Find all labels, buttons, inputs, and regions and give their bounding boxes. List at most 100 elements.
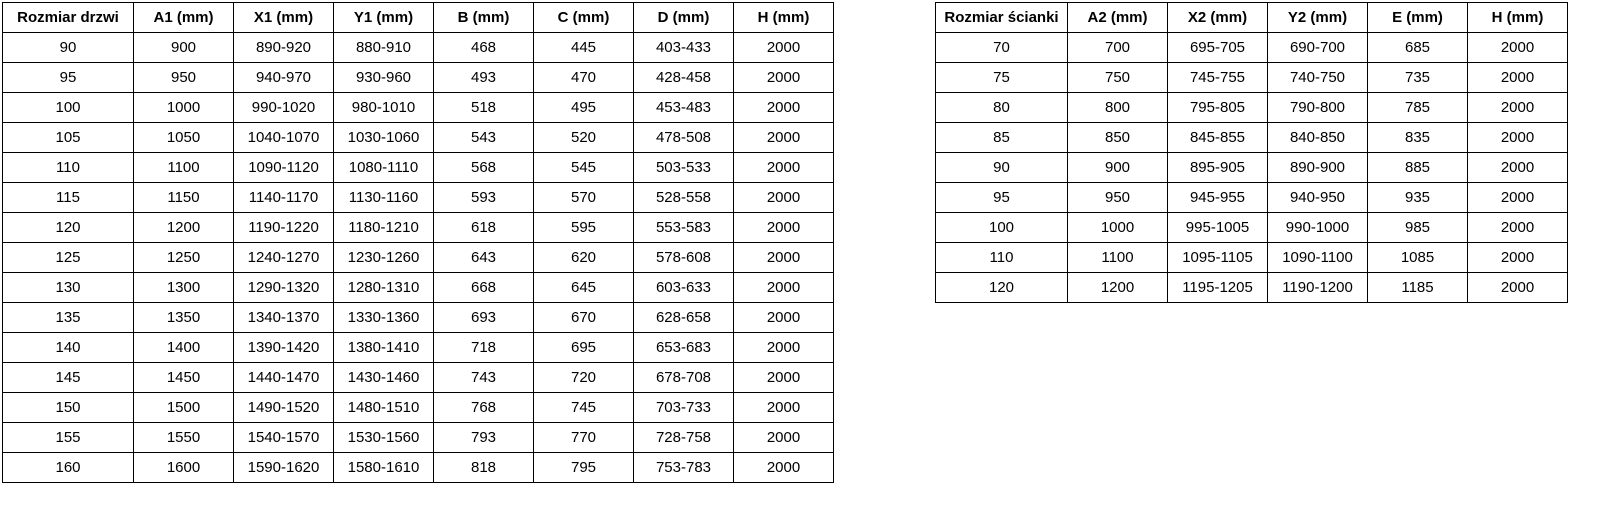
- table-cell: 835: [1367, 122, 1468, 153]
- table-cell: 980-1010: [333, 92, 434, 123]
- table-cell: 1540-1570: [233, 422, 334, 453]
- table-cell: 1050: [133, 122, 234, 153]
- table-cell: 693: [433, 302, 534, 333]
- table-row: 75 750 745-755 740-750 735 2000: [935, 62, 1568, 93]
- table-cell: 115: [2, 182, 134, 213]
- table-row: 105 1050 1040-1070 1030-1060 543 520 478-508 20…: [2, 122, 834, 153]
- table-cell: 1195-1205: [1167, 272, 1268, 303]
- table-cell: 685: [1367, 32, 1468, 63]
- table-cell: 2000: [733, 32, 834, 63]
- table-cell: 845-855: [1167, 122, 1268, 153]
- table-cell: 818: [433, 452, 534, 483]
- table-cell: 2000: [1467, 152, 1568, 183]
- table-header-cell: A1 (mm): [133, 2, 234, 33]
- table-cell: 678-708: [633, 362, 734, 393]
- table-cell: 1230-1260: [333, 242, 434, 273]
- table-cell: 890-920: [233, 32, 334, 63]
- table-row: 125 1250 1240-1270 1230-1260 643 620 578-608 20…: [2, 242, 834, 273]
- table-cell: 2000: [733, 182, 834, 213]
- table-cell: 1290-1320: [233, 272, 334, 303]
- table-cell: 2000: [733, 362, 834, 393]
- table-cell: 670: [533, 302, 634, 333]
- table-cell: 1340-1370: [233, 302, 334, 333]
- table-cell: 720: [533, 362, 634, 393]
- table-cell: 120: [935, 272, 1068, 303]
- table-header-cell: Rozmiar ścianki: [935, 2, 1068, 33]
- table-cell: 2000: [733, 122, 834, 153]
- table-cell: 1200: [133, 212, 234, 243]
- table-cell: 1250: [133, 242, 234, 273]
- table-cell: 1000: [133, 92, 234, 123]
- table-cell: 990-1000: [1267, 212, 1368, 243]
- table-cell: 1400: [133, 332, 234, 363]
- table-cell: 1000: [1067, 212, 1168, 243]
- table-cell: 445: [533, 32, 634, 63]
- table-cell: 493: [433, 62, 534, 93]
- table-cell: 1200: [1067, 272, 1168, 303]
- table-cell: 718: [433, 332, 534, 363]
- table-row: 160 1600 1590-1620 1580-1610 818 795 753-783 20…: [2, 452, 834, 483]
- table-cell: 750: [1067, 62, 1168, 93]
- table-cell: 2000: [1467, 242, 1568, 273]
- table-cell: 985: [1367, 212, 1468, 243]
- table-header-cell: X1 (mm): [233, 2, 334, 33]
- table-cell: 1330-1360: [333, 302, 434, 333]
- table-cell: 945-955: [1167, 182, 1268, 213]
- table-cell: 690-700: [1267, 32, 1368, 63]
- table-cell: 90: [2, 32, 134, 63]
- table-cell: 1490-1520: [233, 392, 334, 423]
- table-cell: 2000: [1467, 32, 1568, 63]
- table-cell: 743: [433, 362, 534, 393]
- table-row: 90 900 890-920 880-910 468 445 403-433 2000: [2, 32, 834, 63]
- table-row: 120 1200 1190-1220 1180-1210 618 595 553-583 20…: [2, 212, 834, 243]
- table-cell: 618: [433, 212, 534, 243]
- table-cell: 1100: [1067, 242, 1168, 273]
- table-header-cell: Y1 (mm): [333, 2, 434, 33]
- table-cell: 495: [533, 92, 634, 123]
- table-cell: 2000: [733, 452, 834, 483]
- table-cell: 850: [1067, 122, 1168, 153]
- table-cell: 2000: [733, 392, 834, 423]
- table-cell: 1390-1420: [233, 332, 334, 363]
- table-cell: 795: [533, 452, 634, 483]
- table-cell: 2000: [733, 332, 834, 363]
- table-row: 95 950 940-970 930-960 493 470 428-458 2000: [2, 62, 834, 93]
- table-cell: 2000: [1467, 182, 1568, 213]
- wall-panel-size-table: Rozmiar ścianki A2 (mm) X2 (mm) Y2 (mm) E (m…: [935, 2, 1568, 303]
- table-cell: 2000: [1467, 62, 1568, 93]
- table-cell: 1590-1620: [233, 452, 334, 483]
- table-row: 135 1350 1340-1370 1330-1360 693 670 628-658 20…: [2, 302, 834, 333]
- table-cell: 785: [1367, 92, 1468, 123]
- table-row: 80 800 795-805 790-800 785 2000: [935, 92, 1568, 123]
- table-cell: 795-805: [1167, 92, 1268, 123]
- table-cell: 110: [2, 152, 134, 183]
- table-cell: 930-960: [333, 62, 434, 93]
- table-cell: 428-458: [633, 62, 734, 93]
- table-cell: 1080-1110: [333, 152, 434, 183]
- table-cell: 110: [935, 242, 1068, 273]
- table-row: 110 1100 1095-1105 1090-1100 1085 2000: [935, 242, 1568, 273]
- table-cell: 568: [433, 152, 534, 183]
- table-cell: 1500: [133, 392, 234, 423]
- table-cell: 95: [2, 62, 134, 93]
- door-size-table-body: 90 900 890-920 880-910 468 445 403-433 2000 95 95…: [2, 32, 834, 483]
- table-header-cell: Rozmiar drzwi: [2, 2, 134, 33]
- table-cell: 728-758: [633, 422, 734, 453]
- table-cell: 880-910: [333, 32, 434, 63]
- table-row: 150 1500 1490-1520 1480-1510 768 745 703-733 20…: [2, 392, 834, 423]
- table-cell: 703-733: [633, 392, 734, 423]
- table-cell: 95: [935, 182, 1068, 213]
- table-cell: 1480-1510: [333, 392, 434, 423]
- door-size-table: Rozmiar drzwi A1 (mm) X1 (mm) Y1 (mm) B (mm)…: [2, 2, 834, 483]
- table-cell: 2000: [733, 302, 834, 333]
- table-cell: 900: [133, 32, 234, 63]
- table-row: 70 700 695-705 690-700 685 2000: [935, 32, 1568, 63]
- table-header-cell: H (mm): [733, 2, 834, 33]
- table-cell: 628-658: [633, 302, 734, 333]
- table-cell: 1190-1200: [1267, 272, 1368, 303]
- table-header-cell: Y2 (mm): [1267, 2, 1368, 33]
- table-cell: 935: [1367, 182, 1468, 213]
- table-cell: 145: [2, 362, 134, 393]
- table-cell: 1090-1120: [233, 152, 334, 183]
